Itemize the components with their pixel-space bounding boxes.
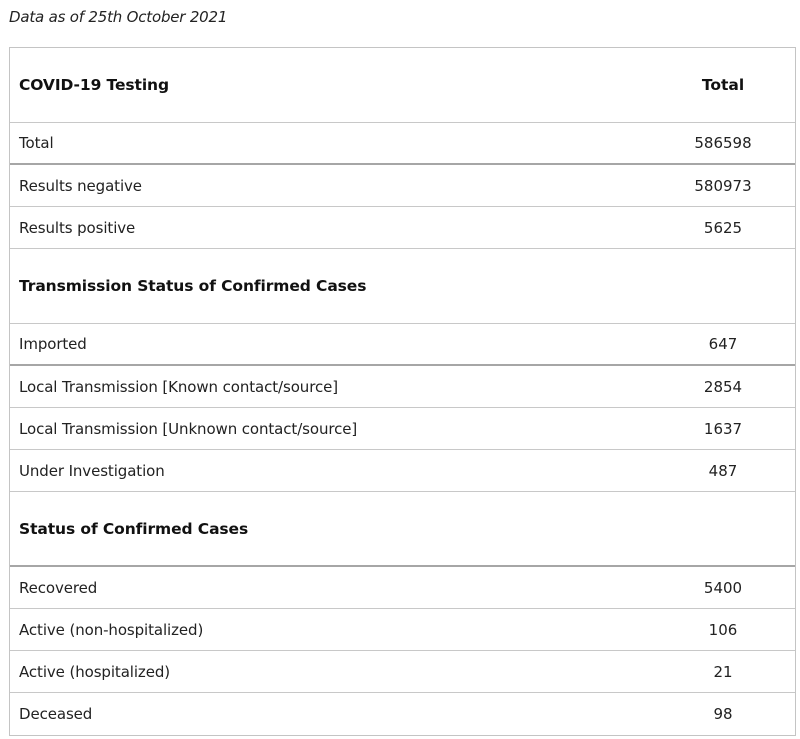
row-label: Recovered [19,578,98,597]
row-label: Total [19,134,54,152]
row-label: Imported [19,335,87,353]
section-header-transmission: Transmission Status of Confirmed Cases [10,249,795,324]
header-total: Total [701,76,745,94]
table-row: Recovered 5400 [10,567,795,609]
row-label: Local Transmission [Unknown contact/sour… [19,419,358,438]
row-label: Active (non-hospitalized) [19,620,204,639]
section-title: Status of Confirmed Cases [19,519,249,538]
row-label: Active (hospitalized) [19,662,170,681]
data-date-note: Data as of 25th October 2021 [9,8,228,26]
row-value: 2854 [703,377,743,396]
table-row: Results negative 580973 [10,165,795,207]
row-label: Deceased [19,705,93,723]
row-value: 647 [708,335,738,353]
covid-testing-table: COVID-19 Testing Total Total 586598 Resu… [9,47,796,736]
row-value: 98 [713,705,733,723]
section-title: Transmission Status of Confirmed Cases [19,277,367,295]
row-label: Results positive [19,218,136,237]
row-value: 21 [713,662,733,681]
row-value: 1637 [703,419,743,438]
table-header-row: COVID-19 Testing Total [10,48,795,123]
table-row: Local Transmission [Unknown contact/sour… [10,408,795,450]
row-value: 5400 [703,578,743,597]
table-row: Active (non-hospitalized) 106 [10,609,795,651]
row-value: 580973 [694,176,752,195]
row-value: 586598 [694,134,752,152]
row-value: 5625 [703,218,743,237]
table-row: Results positive 5625 [10,207,795,249]
section-header-status: Status of Confirmed Cases [10,492,795,567]
row-value: 106 [708,620,738,639]
row-label: Under Investigation [19,461,165,480]
table-row: Active (hospitalized) 21 [10,651,795,693]
table-row: Imported 647 [10,324,795,366]
row-label: Results negative [19,176,142,195]
row-label: Local Transmission [Known contact/source… [19,377,338,396]
table-row: Deceased 98 [10,693,795,735]
table-row: Under Investigation 487 [10,450,795,492]
row-value: 487 [708,461,738,480]
header-label: COVID-19 Testing [19,76,169,94]
table-row: Total 586598 [10,123,795,165]
table-row: Local Transmission [Known contact/source… [10,366,795,408]
